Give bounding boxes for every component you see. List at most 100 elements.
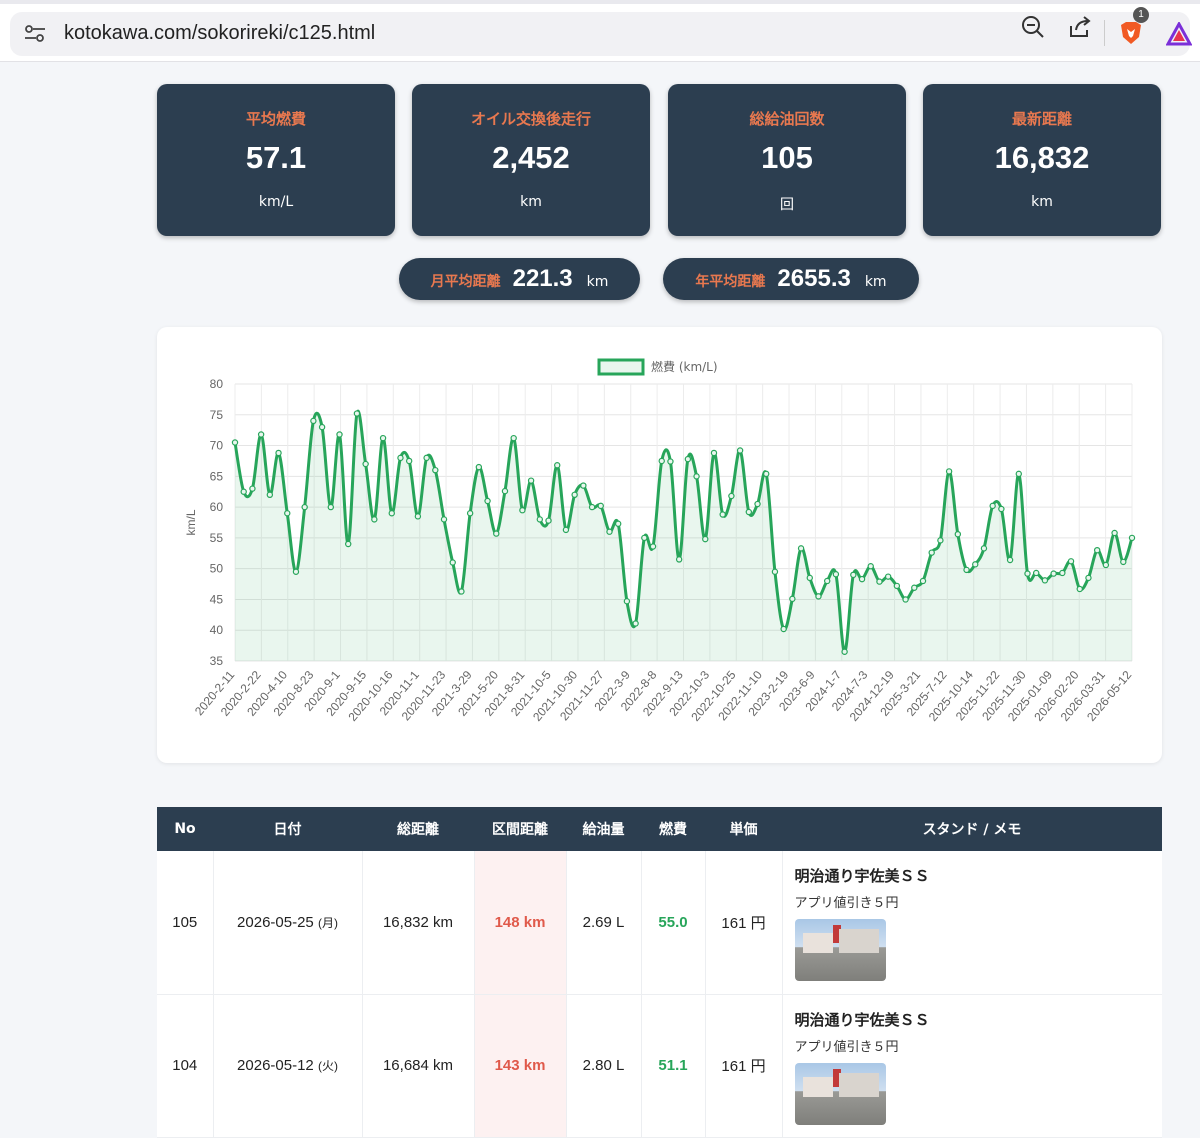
- y-tick-label: 75: [210, 408, 224, 422]
- data-point: [310, 417, 317, 425]
- legend-label: 燃費 (km/L): [651, 359, 718, 374]
- stand-photo-thumbnail[interactable]: [794, 1062, 886, 1125]
- data-point: [884, 573, 892, 580]
- cell-no: 104: [157, 994, 214, 1138]
- y-tick-label: 35: [210, 654, 224, 668]
- data-point: [1059, 569, 1066, 577]
- data-point: [1024, 570, 1031, 577]
- data-point: [1093, 546, 1101, 554]
- data-point: [275, 449, 282, 457]
- data-point: [771, 568, 779, 575]
- data-point: [649, 543, 657, 550]
- data-point: [554, 462, 561, 469]
- data-point: [989, 502, 996, 510]
- data-point: [919, 577, 927, 585]
- table-header-row: No 日付 総距離 区間距離 給油量 燃費 単価 スタンド / メモ: [157, 807, 1162, 851]
- cell-date: 2026-05-25 (月): [213, 851, 363, 995]
- cell-segment-distance: 143 km: [474, 994, 567, 1138]
- data-point: [1128, 534, 1136, 542]
- data-point: [754, 500, 761, 508]
- zoom-out-icon[interactable]: [1020, 14, 1046, 40]
- pill-unit: km: [586, 273, 609, 290]
- stat-card-latest-distance: 最新距離 16,832 km: [923, 84, 1161, 236]
- stat-value: 2,452: [492, 140, 570, 175]
- table-row: 105 2026-05-25 (月) 16,832 km 148 km 2.69…: [157, 851, 1162, 995]
- browser-toolbar: kotokawa.com/sokorireki/c125.html 1: [0, 0, 1200, 62]
- stat-card-average-efficiency: 平均燃費 57.1 km/L: [157, 84, 395, 236]
- y-tick-label: 65: [210, 469, 224, 483]
- stat-card-refuel-count: 総給油回数 105 回: [668, 84, 906, 236]
- pill-value: 221.3: [512, 265, 573, 292]
- stat-unit: km: [520, 194, 542, 210]
- day-of-week: (月): [317, 915, 338, 930]
- header-efficiency: 燃費: [641, 807, 705, 851]
- data-point: [1076, 585, 1083, 593]
- data-point: [858, 575, 866, 583]
- data-point: [667, 458, 674, 465]
- data-point: [545, 517, 552, 524]
- y-tick-label: 80: [210, 377, 224, 391]
- data-point: [823, 577, 831, 585]
- header-segment-distance: 区間距離: [474, 807, 566, 851]
- data-point: [763, 470, 770, 478]
- stat-value: 105: [761, 140, 813, 175]
- stand-photo-thumbnail[interactable]: [794, 919, 886, 981]
- data-point: [780, 625, 787, 633]
- data-point: [432, 466, 439, 474]
- data-point: [658, 457, 665, 465]
- stat-card-since-oil-change: オイル交換後走行 2,452 km: [412, 84, 650, 236]
- brave-shield-icon[interactable]: [1118, 20, 1144, 46]
- site-settings-icon[interactable]: [24, 24, 46, 44]
- cell-fuel-amount: 2.69 L: [566, 851, 642, 995]
- stand-name: 明治通り宇佐美ＳＳ: [794, 1010, 930, 1029]
- header-unit-price: 単価: [705, 807, 782, 851]
- data-point: [867, 563, 874, 570]
- stat-label: 総給油回数: [749, 110, 825, 128]
- cell-total-distance: 16,832 km: [362, 851, 475, 995]
- y-tick-label: 60: [210, 500, 224, 514]
- data-point: [1033, 569, 1040, 577]
- data-point: [484, 497, 491, 505]
- data-point: [954, 530, 962, 538]
- data-point: [562, 526, 570, 534]
- stat-label: オイル交換後走行: [470, 110, 591, 128]
- data-point: [379, 434, 387, 442]
- data-point: [815, 593, 822, 600]
- header-total-distance: 総距離: [362, 807, 474, 851]
- y-tick-label: 70: [210, 439, 224, 453]
- pill-unit: km: [864, 273, 887, 290]
- address-bar[interactable]: kotokawa.com/sokorireki/c125.html: [10, 12, 1190, 56]
- data-point: [745, 508, 753, 516]
- data-point: [789, 595, 796, 603]
- legend-swatch: [597, 358, 645, 376]
- data-point: [449, 559, 456, 566]
- data-point: [632, 620, 639, 627]
- data-point: [345, 540, 352, 548]
- data-point: [597, 502, 604, 510]
- data-point: [693, 473, 700, 480]
- data-point: [475, 463, 483, 471]
- data-point: [728, 492, 735, 500]
- url-text[interactable]: kotokawa.com/sokorireki/c125.html: [64, 22, 376, 44]
- data-point: [710, 449, 718, 457]
- data-point: [571, 491, 578, 498]
- brave-rewards-icon[interactable]: [1166, 22, 1192, 48]
- data-point: [1041, 577, 1049, 584]
- data-point: [684, 455, 692, 463]
- cell-efficiency: 55.0: [641, 851, 706, 995]
- data-point: [980, 545, 988, 552]
- data-point: [702, 535, 709, 543]
- y-tick-label: 40: [210, 623, 224, 637]
- data-point: [510, 434, 517, 442]
- cell-segment-distance: 148 km: [474, 851, 567, 995]
- data-point: [353, 410, 361, 417]
- data-point: [1050, 570, 1057, 577]
- data-point: [1015, 470, 1022, 478]
- pill-value: 2655.3: [777, 265, 851, 292]
- table-row: 104 2026-05-12 (火) 16,684 km 143 km 2.80…: [157, 994, 1162, 1138]
- share-icon[interactable]: [1067, 14, 1093, 40]
- shield-count-badge: 1: [1133, 7, 1149, 23]
- data-point: [580, 482, 587, 489]
- data-point: [501, 487, 509, 495]
- day-of-week: (火): [317, 1059, 338, 1073]
